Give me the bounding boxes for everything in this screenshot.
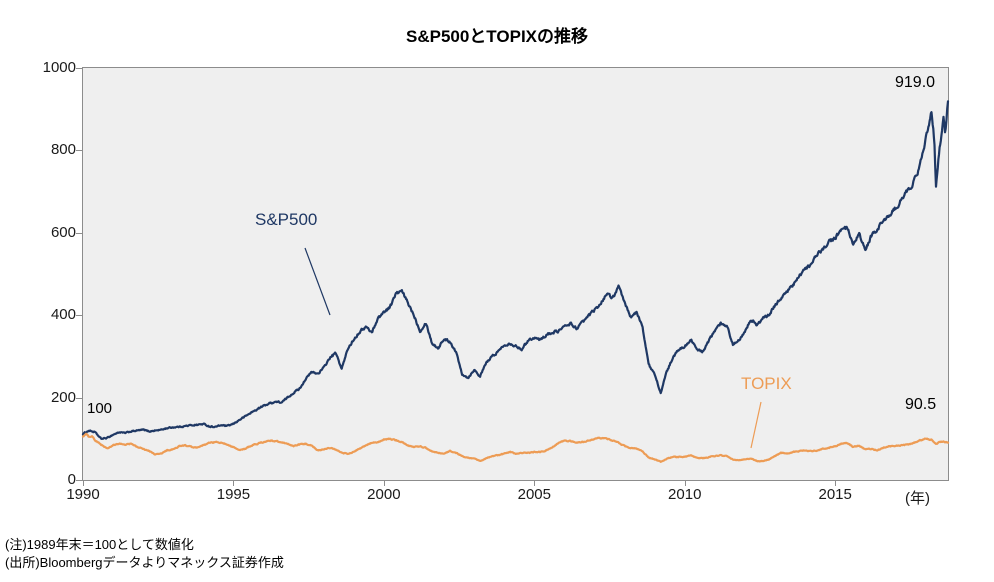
y-axis-tick-mark — [76, 68, 82, 69]
topix-end-value-annotation: 90.5 — [905, 396, 937, 413]
x-axis-tick-label: 1990 — [66, 486, 100, 503]
y-axis-tick-label: 200 — [50, 388, 76, 406]
y-axis-tick-mark — [76, 232, 82, 234]
chart-title: S&P500とTOPIXの推移 — [405, 27, 589, 46]
sp500-end-value-annotation: 919.0 — [895, 74, 936, 91]
x-axis-tick-label: 2010 — [668, 486, 702, 503]
footnote-note: (注)1989年末＝100として数値化 — [5, 537, 194, 552]
x-axis-tick-mark — [233, 481, 235, 486]
x-axis-tick-mark — [534, 481, 536, 486]
x-axis-tick-label: 2005 — [517, 486, 551, 503]
y-axis-tick-label: 0 — [67, 471, 76, 488]
y-axis-tick-mark — [76, 480, 82, 481]
x-axis-tick-label: 2015 — [818, 486, 852, 503]
topix-series-label: TOPIX — [741, 374, 792, 393]
sp500-series-label: S&P500 — [255, 210, 318, 229]
x-axis-tick-mark — [835, 481, 837, 486]
chart-canvas — [81, 100, 950, 463]
footnotes: (注)1989年末＝100として数値化 (出所)Bloombergデータよりマネ… — [5, 536, 284, 572]
y-axis-tick-mark — [76, 150, 82, 152]
series-line-topix — [81, 432, 950, 463]
y-axis-tick-label: 400 — [50, 306, 76, 324]
plot-area: 100 S&P500 TOPIX 919.0 90.5 — [81, 67, 950, 481]
topix-leader-line — [750, 401, 762, 449]
y-axis-tick-mark — [76, 397, 82, 399]
x-axis-tick-mark — [83, 481, 84, 486]
series-line-sp500 — [81, 100, 950, 440]
start-value-annotation: 100 — [87, 400, 113, 417]
y-axis-tick-label: 1000 — [42, 59, 76, 76]
x-axis-tick-label: 2000 — [367, 486, 401, 503]
x-axis-unit-label: (年) — [905, 490, 930, 507]
footnote-source: (出所)Bloombergデータよりマネックス証券作成 — [5, 555, 284, 570]
x-axis-tick-label: 1995 — [216, 486, 251, 503]
y-axis-tick-label: 600 — [50, 223, 76, 241]
sp500-leader-line — [304, 247, 331, 316]
x-axis-tick-mark — [383, 481, 385, 486]
y-axis-tick-mark — [76, 315, 82, 317]
x-axis-tick-mark — [684, 481, 686, 486]
y-axis-tick-label: 800 — [50, 141, 76, 159]
